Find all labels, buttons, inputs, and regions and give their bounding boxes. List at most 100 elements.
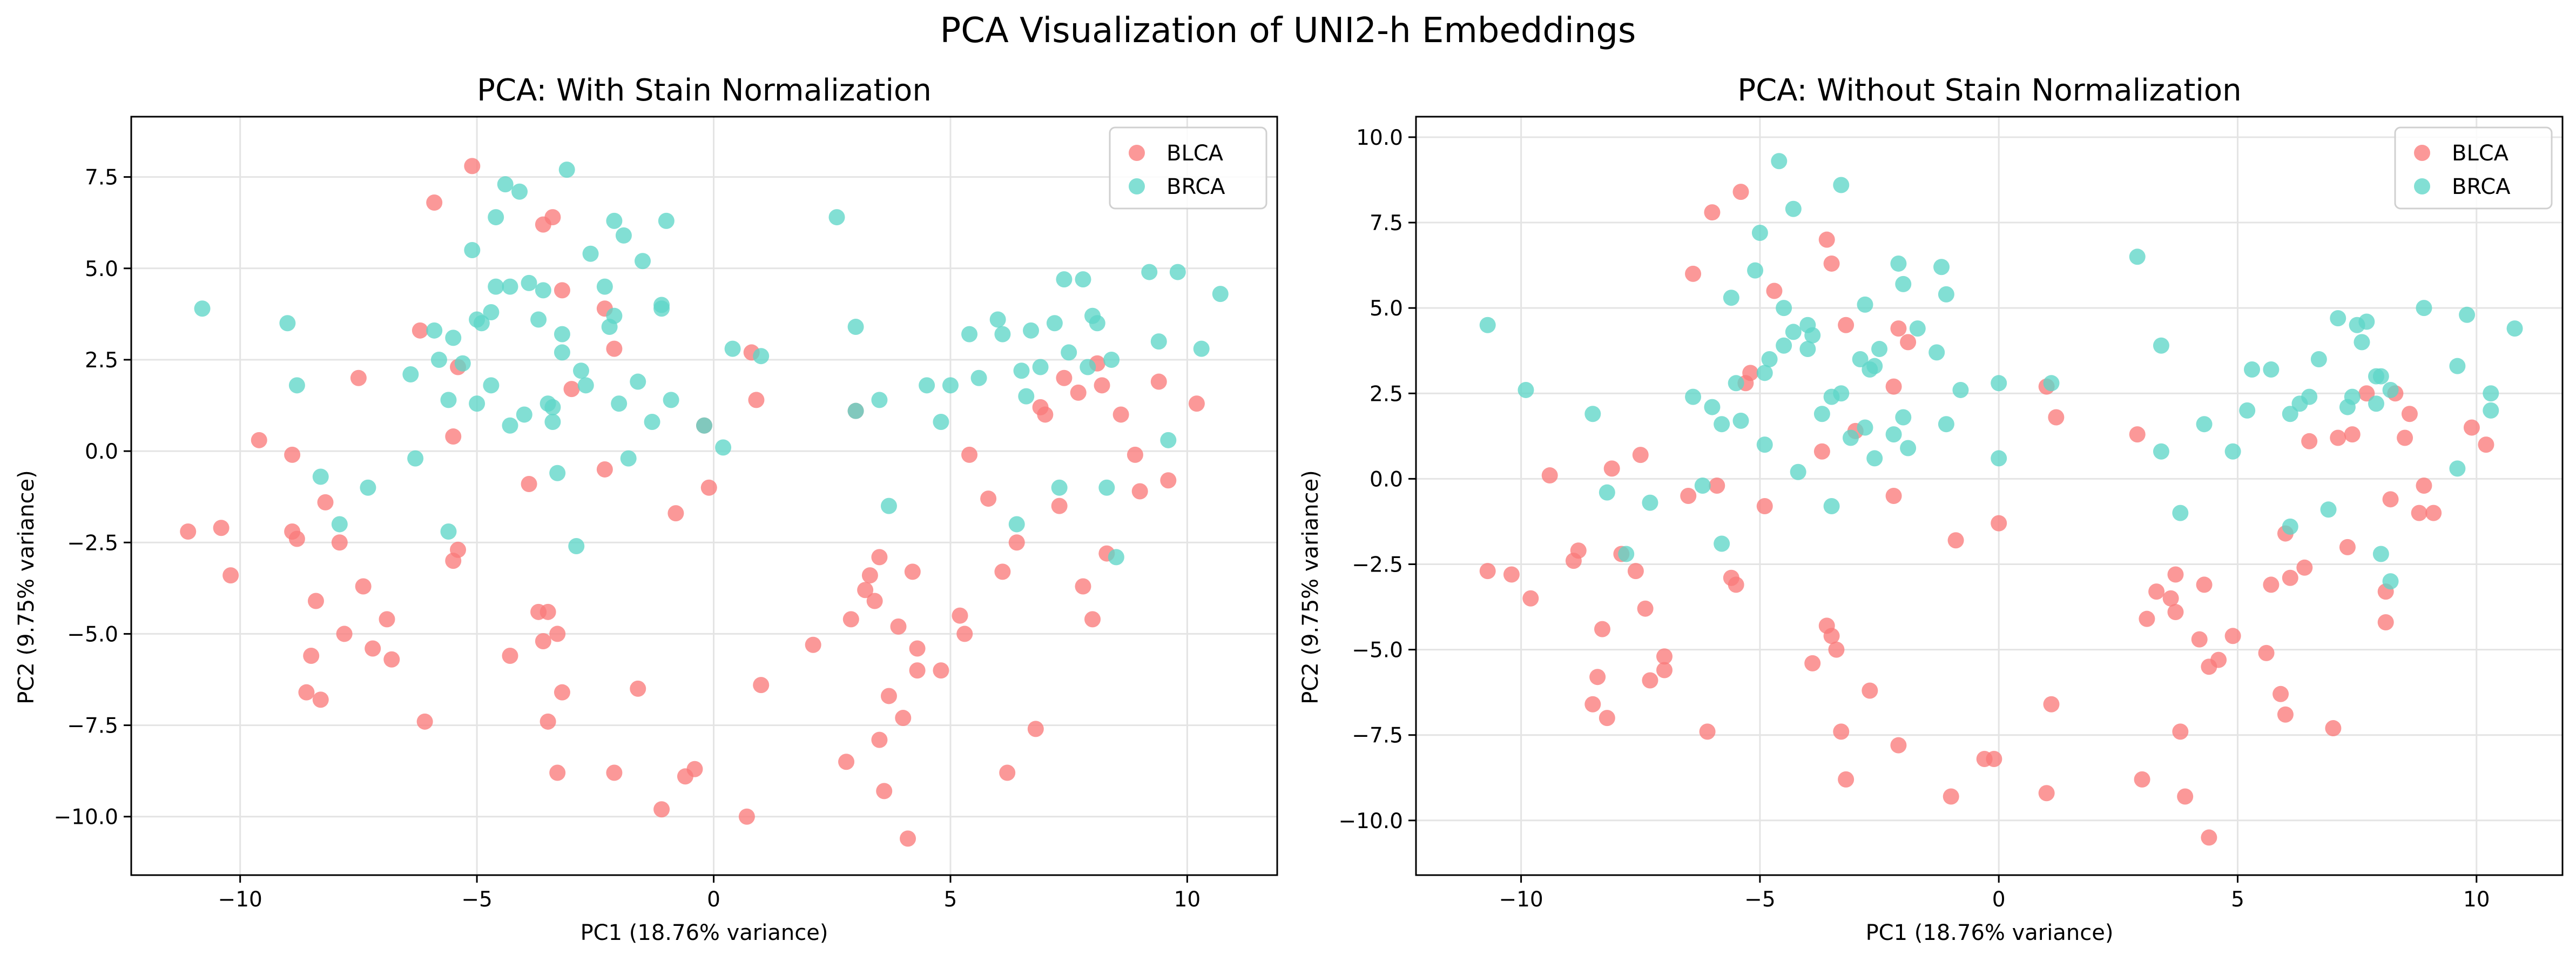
legend-marker-brca bbox=[1129, 178, 1145, 194]
data-point-blca bbox=[1503, 566, 1520, 583]
panel-with-stain-normalization: PCA: With Stain Normalization −10 −5 0 5 10−… bbox=[14, 73, 1278, 945]
data-point-brca bbox=[1823, 498, 1840, 514]
data-point-blca bbox=[1823, 255, 1840, 272]
data-point-blca bbox=[1188, 395, 1205, 412]
data-point-blca bbox=[1656, 662, 1673, 678]
data-point-blca bbox=[2296, 559, 2313, 576]
data-point-blca bbox=[1589, 669, 1606, 686]
data-point-brca bbox=[1212, 286, 1229, 303]
data-point-blca bbox=[365, 640, 381, 657]
data-point-blca bbox=[857, 582, 874, 599]
data-point-blca bbox=[222, 567, 239, 584]
x-tick-label: 5 bbox=[944, 888, 957, 912]
data-point-blca bbox=[1728, 576, 1744, 593]
data-point-brca bbox=[1008, 516, 1025, 533]
y-tick-label: −10.0 bbox=[1338, 809, 1403, 834]
data-point-blca bbox=[1056, 369, 1073, 386]
data-point-brca bbox=[1852, 351, 1869, 368]
data-point-brca bbox=[2506, 320, 2523, 337]
x-tick-label: 10 bbox=[2463, 888, 2490, 912]
data-point-brca bbox=[544, 413, 561, 430]
data-point-blca bbox=[2358, 385, 2375, 402]
data-point-brca bbox=[1895, 275, 1912, 292]
legend-label-blca: BLCA bbox=[2452, 141, 2509, 166]
data-point-brca bbox=[1479, 317, 1496, 333]
data-point-blca bbox=[383, 651, 400, 668]
data-point-blca bbox=[748, 392, 765, 408]
data-point-blca bbox=[1084, 611, 1101, 628]
data-point-blca bbox=[450, 541, 467, 558]
data-point-brca bbox=[1108, 549, 1124, 566]
data-point-blca bbox=[842, 611, 859, 628]
data-point-brca bbox=[620, 450, 637, 467]
data-point-brca bbox=[312, 468, 329, 485]
data-point-blca bbox=[1027, 721, 1044, 737]
data-point-blca bbox=[871, 549, 888, 566]
data-point-brca bbox=[630, 373, 646, 390]
data-point-blca bbox=[307, 593, 324, 609]
data-point-brca bbox=[454, 355, 471, 372]
data-point-brca bbox=[1103, 351, 1120, 368]
data-point-brca bbox=[288, 377, 305, 394]
data-point-blca bbox=[1160, 472, 1177, 489]
data-point-blca bbox=[904, 563, 921, 580]
data-point-blca bbox=[895, 710, 912, 727]
data-point-brca bbox=[1756, 436, 1773, 453]
data-point-brca bbox=[1866, 358, 1883, 374]
data-point-blca bbox=[251, 432, 267, 448]
x-tick-label: −10 bbox=[1499, 888, 1543, 912]
data-point-blca bbox=[2224, 628, 2241, 644]
data-point-brca bbox=[194, 300, 211, 317]
data-point-brca bbox=[1714, 535, 1730, 552]
data-point-brca bbox=[488, 209, 504, 226]
data-point-blca bbox=[1594, 621, 1610, 637]
data-point-brca bbox=[279, 315, 296, 332]
data-point-blca bbox=[1680, 488, 1697, 504]
data-point-brca bbox=[1804, 327, 1821, 344]
data-point-brca bbox=[1799, 341, 1816, 358]
data-point-brca bbox=[1169, 264, 1186, 280]
data-point-brca bbox=[360, 479, 376, 496]
data-point-blca bbox=[980, 490, 997, 507]
data-point-brca bbox=[1023, 322, 1040, 339]
data-point-blca bbox=[2425, 505, 2442, 521]
data-point-brca bbox=[942, 377, 959, 394]
legend-label-brca: BRCA bbox=[2452, 174, 2511, 199]
data-point-blca bbox=[1584, 696, 1601, 713]
data-point-blca bbox=[1699, 723, 1716, 740]
data-point-blca bbox=[686, 761, 703, 777]
data-point-brca bbox=[430, 351, 447, 368]
data-point-blca bbox=[336, 626, 353, 642]
data-point-blca bbox=[1813, 443, 1830, 460]
data-point-brca bbox=[2354, 334, 2370, 351]
data-point-brca bbox=[1732, 412, 1749, 429]
data-point-blca bbox=[1885, 488, 1902, 504]
y-tick-label: −2.5 bbox=[1352, 553, 1403, 577]
data-point-blca bbox=[298, 684, 315, 701]
data-point-blca bbox=[317, 494, 334, 510]
axes-frame bbox=[1415, 116, 2564, 876]
data-point-blca bbox=[876, 783, 893, 799]
data-point-brca bbox=[1013, 362, 1030, 379]
data-point-blca bbox=[554, 282, 570, 299]
data-point-blca bbox=[2201, 829, 2217, 846]
data-point-blca bbox=[535, 633, 551, 649]
data-point-blca bbox=[331, 534, 348, 551]
data-point-blca bbox=[956, 626, 973, 642]
data-point-brca bbox=[606, 307, 623, 324]
legend-marker-blca bbox=[2414, 145, 2430, 161]
data-point-blca bbox=[416, 713, 433, 730]
data-point-blca bbox=[2301, 433, 2318, 449]
data-point-brca bbox=[1857, 296, 1873, 313]
data-point-brca bbox=[568, 538, 585, 555]
x-tick-label: 5 bbox=[2231, 888, 2244, 912]
data-point-blca bbox=[630, 680, 646, 697]
data-point-blca bbox=[1112, 406, 1129, 423]
data-point-brca bbox=[521, 274, 537, 291]
data-point-brca bbox=[847, 402, 864, 419]
data-point-brca bbox=[1866, 450, 1883, 467]
y-tick-label: 10.0 bbox=[1356, 126, 1403, 150]
data-point-blca bbox=[549, 764, 566, 781]
data-point-blca bbox=[1704, 204, 1721, 221]
data-point-brca bbox=[596, 278, 613, 295]
